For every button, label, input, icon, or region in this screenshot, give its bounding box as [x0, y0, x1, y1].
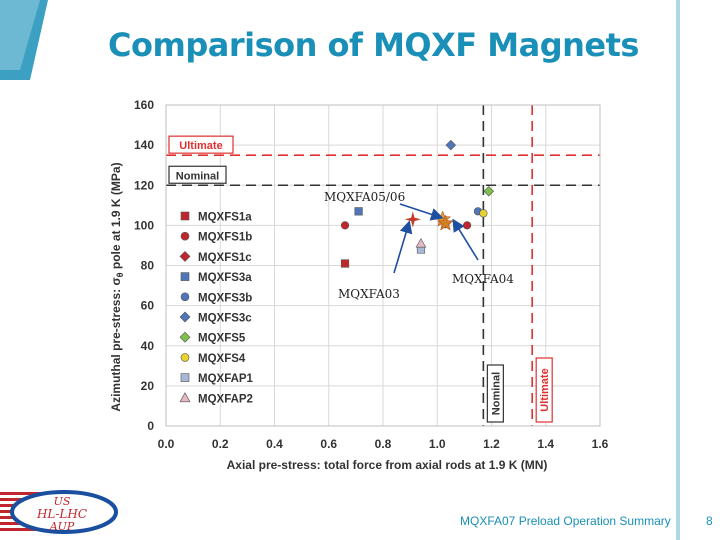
y-tick-label: 120: [134, 178, 154, 192]
ref-label-ultimate-v: Ultimate: [539, 368, 551, 411]
legend-label-mqxfs5: MQXFS5: [198, 333, 246, 345]
point-mqxfap2: [415, 238, 427, 248]
point-mqxfs3c: [445, 139, 457, 151]
y-axis-label-prefix: Azimuthal pre-stress:: [109, 286, 123, 412]
legend-marker-mqxfs3c: [179, 311, 191, 323]
y-tick-label: 40: [141, 339, 155, 353]
legend-label-mqxfs1b: MQXFS1b: [198, 232, 252, 244]
annotation-label-mqxfa03: MQXFA03: [338, 287, 400, 301]
plot-frame: [165, 104, 601, 427]
y-tick-label: 0: [147, 419, 154, 433]
y-tick-label: 140: [134, 138, 154, 152]
footer-text: MQXFA07 Preload Operation Summary: [460, 514, 671, 528]
reference-lines: Ultimate Nominal Nominal Ultimate: [166, 105, 600, 426]
point-mqxfs4: [479, 209, 488, 218]
legend-label-mqxfs1a: MQXFS1a: [198, 212, 252, 224]
point-mqxfs1b: [462, 221, 472, 230]
ref-label-nominal-v: Nominal: [490, 372, 502, 415]
legend-label-mqxfap1: MQXFAP1: [198, 373, 254, 385]
legend-marker-mqxfs4: [180, 353, 190, 362]
ref-label-box: [486, 364, 504, 423]
legend-marker-mqxfs1c: [179, 250, 191, 262]
y-axis-label: Azimuthal pre-stress: σθ pole at 1.9 K (…: [109, 162, 125, 411]
legend-marker-mqxfs1b: [180, 231, 190, 241]
x-tick-label: 1.6: [592, 437, 609, 451]
legend-marker-mqxfap1: [180, 373, 190, 382]
logo-line-2: HL-LHC: [36, 507, 87, 521]
legend-label-mqxfs3c: MQXFS3c: [198, 313, 252, 325]
annotation-label-mqxfa04: MQXFA04: [452, 272, 514, 286]
y-tick-label: 20: [141, 379, 155, 393]
annotations: MQXFA05/06 MQXFA03 MQXFA04: [324, 190, 514, 301]
legend-label-mqxfs3b: MQXFS3b: [198, 292, 252, 304]
point-mqxfs3a: [354, 207, 363, 216]
y-axis-label-suffix: pole at 1.9 K (MPa): [109, 162, 123, 272]
side-accent-bar: [676, 0, 680, 540]
point-star: [437, 214, 454, 231]
legend-label-mqxfs1c: MQXFS1c: [198, 252, 252, 264]
ref-label-box: [168, 165, 227, 184]
y-tick-label: 160: [134, 98, 154, 112]
x-axis-label: Axial pre-stress: total force from axial…: [227, 458, 548, 472]
us-hl-lhc-aup-logo: US HL-LHC AUP: [0, 490, 118, 534]
y-tick-label: 80: [141, 259, 155, 273]
point-mqxfs5: [483, 186, 495, 197]
legend-label-mqxfs3a: MQXFS3a: [198, 272, 252, 284]
y-axis-label-sigma: σ: [109, 277, 123, 285]
legend-marker-mqxfap2: [179, 392, 191, 403]
legend-marker-mqxfs3a: [180, 272, 190, 281]
logo-line-1: US: [54, 495, 71, 508]
x-tick-label: 0.8: [375, 437, 392, 451]
ref-label-ultimate-h: Ultimate: [179, 140, 222, 152]
annotation-arrow: [393, 220, 413, 274]
legend-marker-mqxfs5: [179, 331, 191, 343]
annotation-label-mqxfa05-06: MQXFA05/06: [324, 190, 405, 204]
chart-legend: MQXFS1a MQXFS1b MQXFS1c MQXFS3a MQXFS3b MQXFS…: [179, 211, 254, 405]
ref-label-box: [535, 357, 553, 423]
x-tick-label: 1.4: [537, 437, 554, 451]
page-number: 8: [706, 514, 713, 528]
x-tick-label: 1.0: [429, 437, 446, 451]
chart-axes: [165, 104, 601, 427]
annotation-arrow: [399, 203, 444, 221]
legend-marker-mqxfs1a: [180, 211, 190, 221]
corner-decoration: [0, 0, 48, 80]
scatter-chart: Ultimate Nominal Nominal Ultimate 0 20 40 60 80…: [109, 98, 609, 472]
y-tick-label: 60: [141, 299, 155, 313]
x-tick-label: 0.4: [266, 437, 283, 451]
legend-label-mqxfs4: MQXFS4: [198, 353, 246, 365]
tick-labels: 0 20 40 60 80 100 120 140 160 0.0 0.2 0.4 0.6 0.8 1.0 1…: [134, 98, 609, 451]
data-points: [340, 139, 495, 268]
x-tick-label: 0.6: [320, 437, 337, 451]
y-tick-label: 100: [134, 218, 154, 232]
point-mqxfs1b: [340, 221, 350, 230]
x-tick-label: 0.0: [158, 437, 175, 451]
x-tick-label: 0.2: [212, 437, 229, 451]
x-tick-label: 1.2: [483, 437, 500, 451]
ref-label-nominal-h: Nominal: [176, 170, 219, 182]
y-axis-label-subscript: θ: [115, 272, 125, 277]
ref-label-box: [168, 135, 234, 154]
legend-marker-mqxfs3b: [180, 292, 190, 302]
slide-title: Comparison of MQXF Magnets: [108, 26, 639, 64]
legend-label-mqxfap2: MQXFAP2: [198, 393, 253, 405]
point-cross-star: [404, 211, 421, 228]
logo-line-3: AUP: [49, 520, 75, 533]
point-mqxfs1a: [340, 259, 350, 268]
annotation-arrow: [452, 218, 479, 261]
